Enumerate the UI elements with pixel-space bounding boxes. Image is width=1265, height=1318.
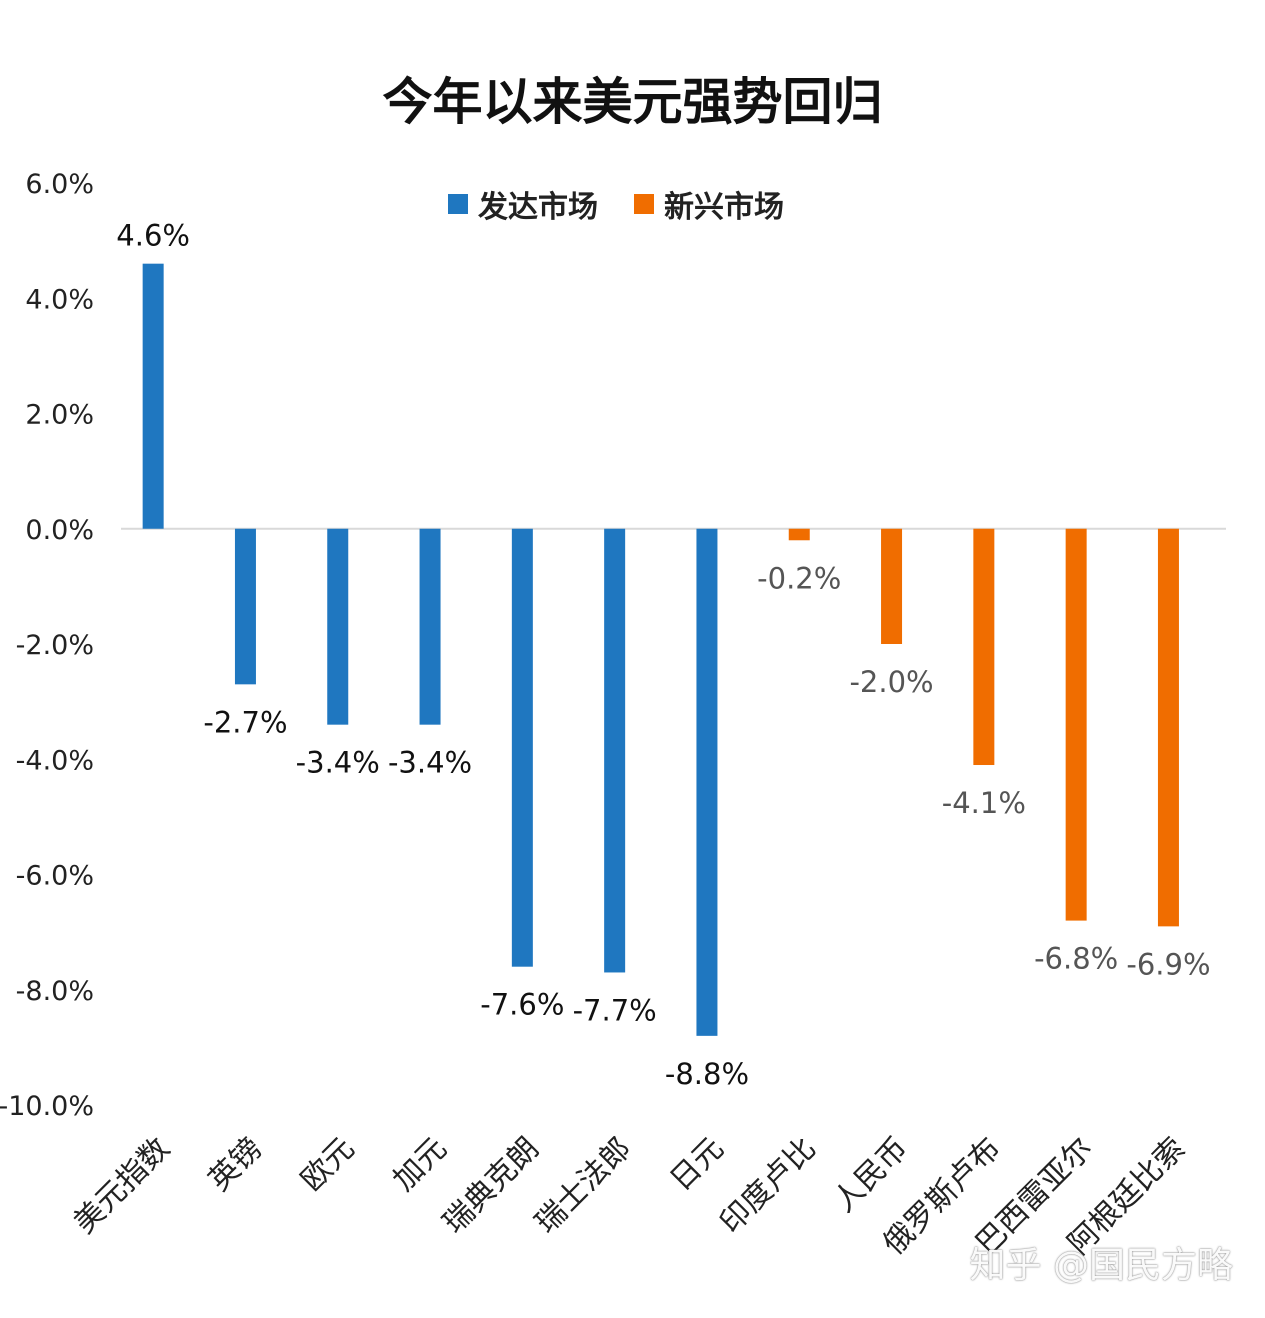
y-tick-label: -6.0% <box>16 861 94 892</box>
y-tick-label: 0.0% <box>25 515 94 546</box>
legend-item-developed: 发达市场 <box>448 182 598 226</box>
data-label: -4.1% <box>942 786 1026 820</box>
x-tick-label: 瑞士法郎 <box>529 1131 639 1241</box>
y-tick-label: -2.0% <box>16 630 94 661</box>
legend: 发达市场 新兴市场 <box>448 182 820 226</box>
x-tick-label: 美元指数 <box>67 1131 177 1241</box>
y-tick-label: -4.0% <box>16 745 94 776</box>
bar <box>1157 528 1179 927</box>
y-tick-label: -10.0% <box>0 1091 94 1122</box>
data-label: -8.8% <box>665 1057 749 1091</box>
watermark: 知乎 @国民方略 <box>969 1245 1233 1286</box>
legend-swatch-emerging <box>634 194 654 214</box>
chart-title: 今年以来美元强势回归 <box>382 73 883 131</box>
bar <box>142 263 164 529</box>
x-tick-label: 加元 <box>387 1131 454 1198</box>
data-label: -3.4% <box>388 746 472 780</box>
legend-swatch-developed <box>448 194 468 214</box>
y-tick-label: 2.0% <box>25 400 94 431</box>
x-tick-label: 欧元 <box>294 1131 361 1198</box>
y-tick-label: -8.0% <box>16 976 94 1007</box>
data-label: -7.7% <box>573 993 657 1027</box>
bar <box>788 528 810 541</box>
legend-label-developed: 发达市场 <box>478 190 598 225</box>
legend-label-emerging: 新兴市场 <box>664 190 784 225</box>
data-label: -7.6% <box>480 988 564 1022</box>
bar <box>1065 528 1087 921</box>
bar <box>419 528 441 725</box>
x-tick-label: 英镑 <box>202 1131 269 1198</box>
legend-item-emerging: 新兴市场 <box>634 182 784 226</box>
data-label: -0.2% <box>757 561 841 595</box>
bar <box>327 528 349 725</box>
bar <box>973 528 995 766</box>
x-tick-label: 人民币 <box>827 1131 915 1219</box>
data-label: -2.0% <box>849 665 933 699</box>
bar <box>604 528 626 973</box>
y-tick-label: 4.0% <box>25 284 94 315</box>
y-tick-label: 6.0% <box>25 169 94 200</box>
bar <box>511 528 533 967</box>
bar <box>696 528 718 1036</box>
x-tick-label: 印度卢比 <box>713 1131 823 1241</box>
bar <box>881 528 903 644</box>
x-tick-label: 瑞典克朗 <box>436 1131 546 1241</box>
bar <box>234 528 256 685</box>
data-label: -6.9% <box>1126 947 1210 981</box>
data-label: 4.6% <box>116 219 190 253</box>
data-label: -2.7% <box>203 705 287 739</box>
data-label: -6.8% <box>1034 942 1118 976</box>
x-tick-label: 日元 <box>663 1131 730 1198</box>
data-label: -3.4% <box>296 746 380 780</box>
